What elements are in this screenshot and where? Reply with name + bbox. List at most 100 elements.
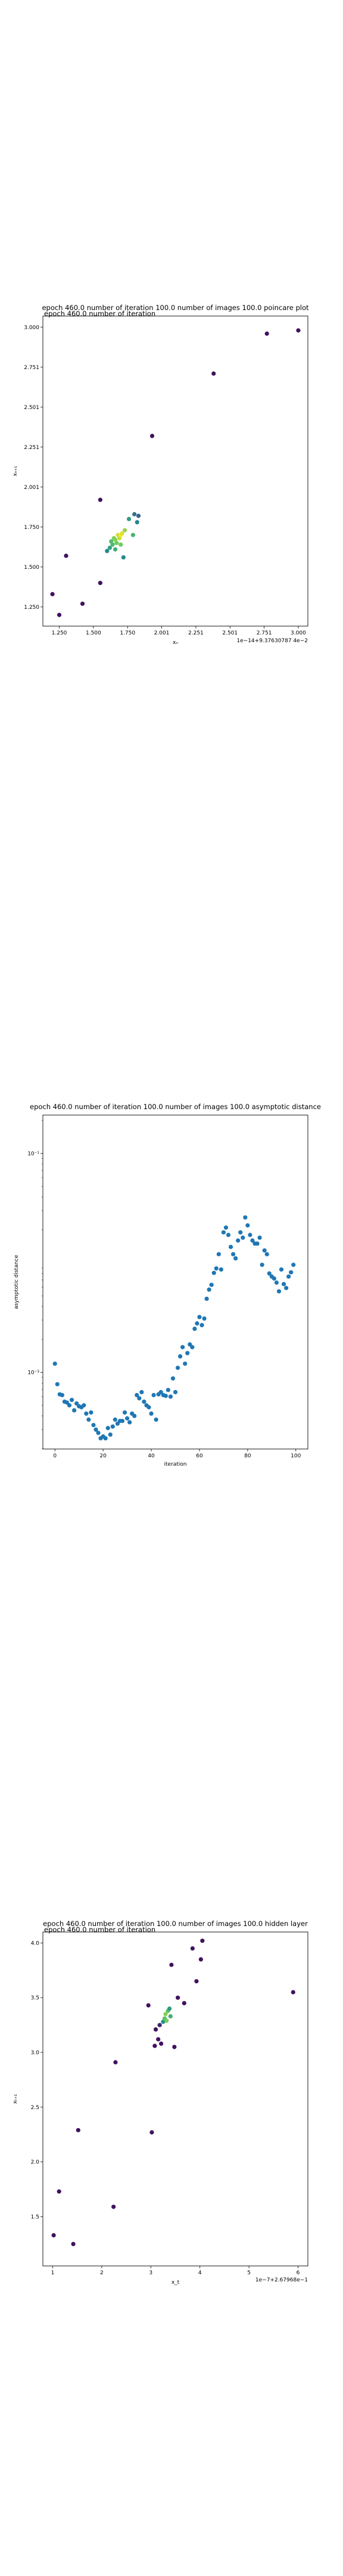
y-tick-label: 10⁻³ (27, 1370, 39, 1376)
x-tick-label: 3.000 (291, 630, 306, 636)
plot-frame (42, 1114, 308, 1450)
y-tick-label: 2.751 (24, 365, 39, 371)
data-point (233, 1256, 238, 1261)
x-tick-label: 20 (99, 1453, 107, 1459)
data-point (291, 1262, 296, 1267)
data-point (163, 2012, 168, 2017)
data-point (80, 601, 85, 606)
data-point (172, 2045, 177, 2049)
x-tick-label: 5 (247, 2270, 251, 2276)
data-point (190, 1345, 195, 1349)
data-point (71, 2241, 76, 2246)
data-point (241, 1235, 245, 1240)
data-point (177, 1354, 183, 1359)
data-point (286, 1274, 291, 1279)
data-point (257, 1235, 262, 1240)
data-point (123, 528, 127, 532)
data-point (146, 1405, 151, 1410)
x-tick-label: 100 (291, 1453, 301, 1459)
y-tick-label: 1.500 (24, 565, 39, 571)
y-axis-label: asymptotic distance (14, 1255, 20, 1309)
y-tick-label: 2.0 (31, 2160, 40, 2166)
data-point (60, 1392, 64, 1398)
data-point (223, 1225, 229, 1230)
y-tick-label: 2.501 (24, 405, 39, 411)
data-point (158, 1390, 163, 1395)
x-tick-label: 3 (149, 2270, 152, 2276)
data-point (221, 1230, 226, 1235)
data-point (243, 1215, 248, 1220)
x-tick-label: 40 (148, 1453, 155, 1459)
data-point (127, 1420, 132, 1425)
data-point (168, 1394, 173, 1399)
x-tick-label: 2 (100, 2270, 104, 2276)
data-point (207, 1287, 211, 1292)
y-tick-label: 3.0 (31, 2050, 40, 2056)
data-point (228, 1244, 233, 1249)
asymptotic-distance-svg: epoch 460.0 number of iteration 100.0 nu… (14, 1103, 321, 1467)
data-point (209, 1283, 214, 1287)
data-point (262, 1248, 267, 1253)
data-point (167, 2006, 172, 2011)
data-point (76, 2128, 80, 2132)
data-point (281, 1281, 286, 1287)
data-point (55, 1382, 60, 1386)
data-point (146, 2003, 151, 2008)
data-point (211, 1271, 216, 1275)
data-point (135, 1392, 139, 1398)
data-point (154, 1417, 158, 1422)
data-point (111, 2205, 116, 2209)
x-tick-label: 2.251 (188, 630, 204, 636)
data-point (142, 1400, 146, 1404)
y-tick-label: 4.0 (31, 1940, 40, 1946)
data-point (272, 1276, 276, 1281)
y-tick-label: 3.5 (31, 1995, 39, 2001)
data-point (182, 2001, 186, 2005)
data-point (183, 1361, 188, 1366)
data-point (166, 1388, 170, 1392)
data-point (291, 1990, 295, 1995)
poincare-plot-svg: epoch 460.0 number of iteration 100.0 nu… (13, 304, 309, 646)
data-point (122, 1410, 127, 1415)
data-point (114, 541, 119, 546)
data-point (67, 1403, 72, 1408)
data-point (124, 1416, 130, 1421)
data-point (156, 2037, 161, 2042)
y-axis-label: xₙ₊₁ (13, 466, 18, 476)
data-point (176, 1995, 180, 2000)
data-point (198, 1957, 203, 1962)
data-point (120, 1419, 125, 1423)
data-point (260, 1262, 264, 1267)
data-point (200, 1939, 205, 1943)
data-point (130, 532, 135, 537)
data-point (153, 2027, 158, 2032)
data-point (98, 497, 102, 502)
data-point (197, 1315, 202, 1320)
data-point (190, 1946, 195, 1951)
asymptotic-distance-panel: epoch 460.0 number of iteration 100.0 nu… (0, 1091, 343, 1473)
data-point (86, 1417, 91, 1422)
data-point (204, 1296, 209, 1301)
data-point (283, 1286, 289, 1290)
data-point (93, 1427, 98, 1432)
data-point (149, 1411, 154, 1416)
y-tick-label: 1.250 (24, 605, 39, 611)
x-tick-label: 2.501 (222, 630, 238, 636)
plot-frame (42, 1931, 308, 2267)
data-point (149, 434, 155, 438)
data-point (137, 1396, 142, 1401)
data-point (250, 1238, 255, 1243)
y-axis-label: xₜ₊₁ (13, 2094, 18, 2104)
data-point (121, 555, 126, 560)
data-point (276, 1289, 282, 1294)
data-point (69, 1398, 74, 1402)
data-point (51, 2233, 56, 2238)
data-point (149, 2130, 154, 2135)
data-point (185, 1351, 190, 1355)
data-point (211, 371, 216, 376)
x-tick-label: 0 (53, 1453, 57, 1459)
y-tick-label: 2.251 (24, 445, 39, 451)
data-point (159, 2041, 164, 2046)
x-tick-label: 4 (198, 2270, 202, 2276)
data-point (64, 1400, 70, 1405)
